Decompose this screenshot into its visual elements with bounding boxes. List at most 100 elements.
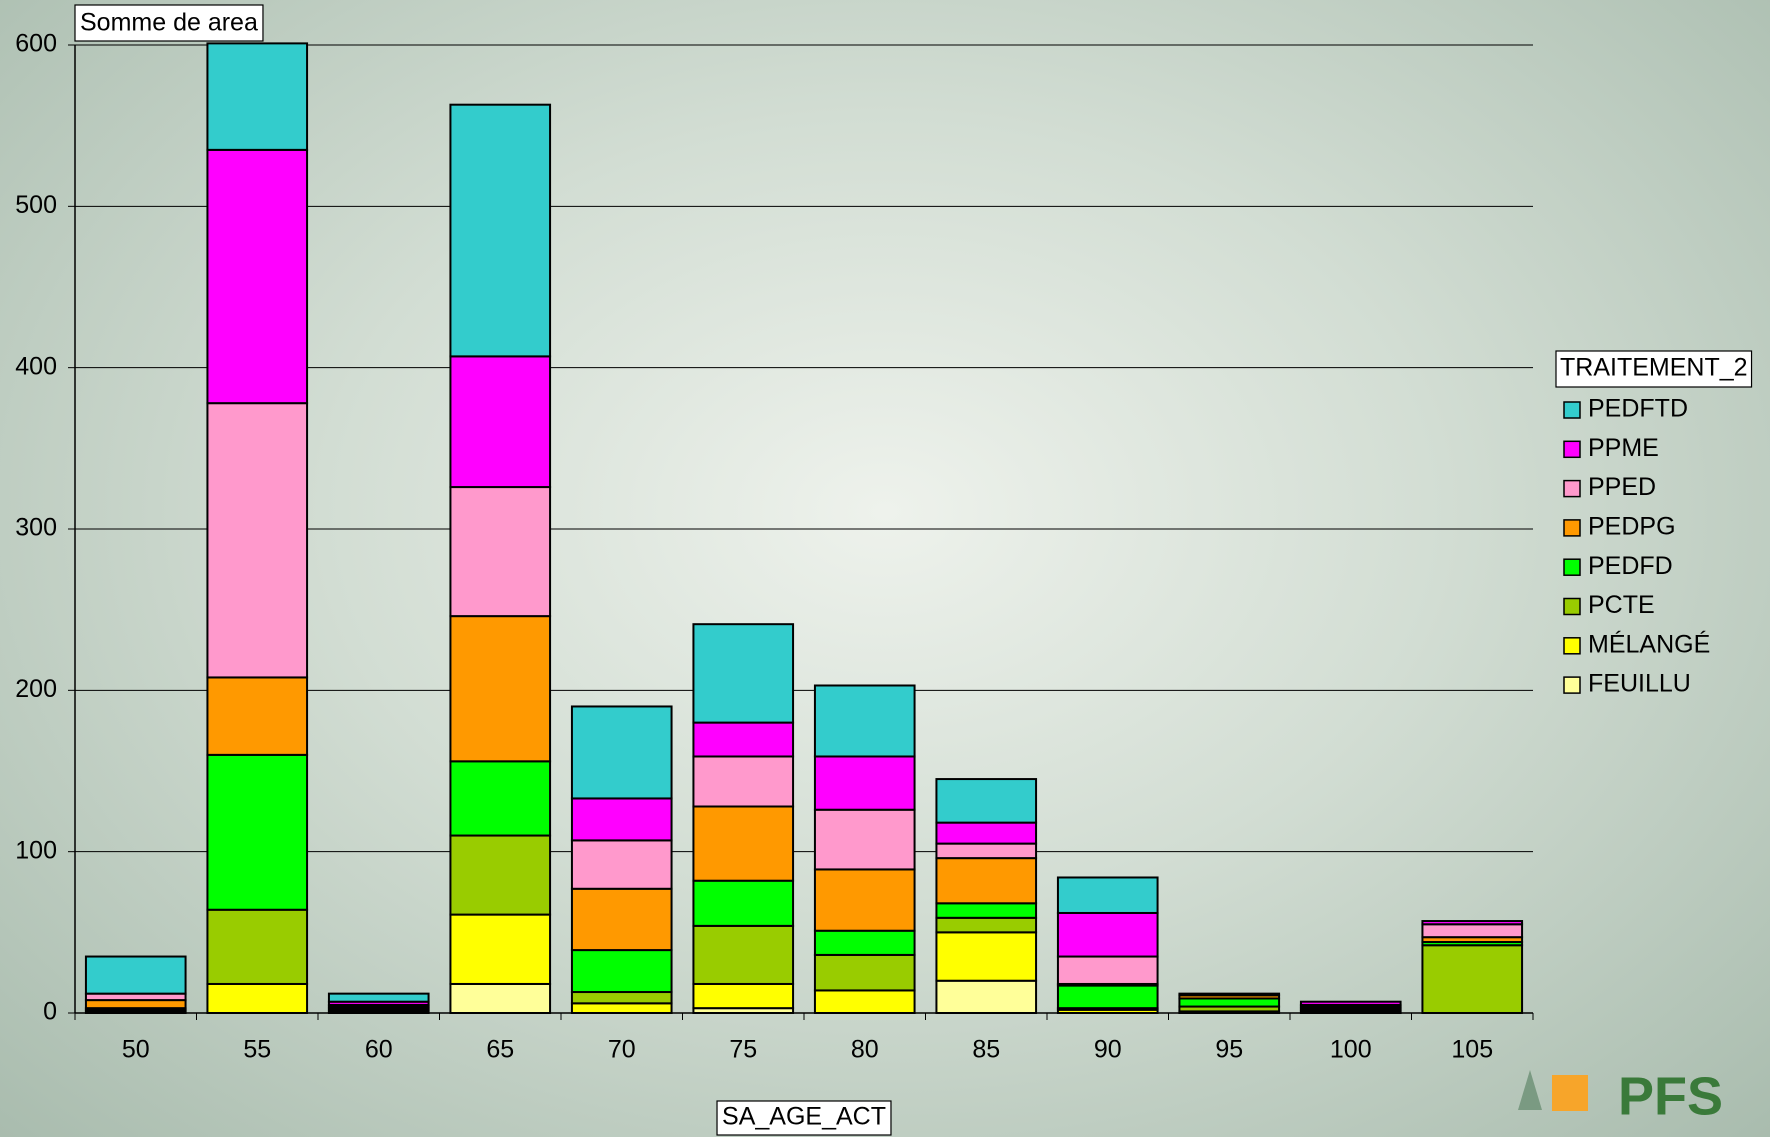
legend-label: PPME [1588,434,1659,462]
chart: PFS 0 100 200 300 400 500 600 50 55 60 65 70 75 80 85 9… [0,0,1770,1137]
x-tick-label: 85 [972,1036,1000,1064]
legend-swatch [1564,481,1580,497]
bar-segment [693,881,793,926]
bar-segment [450,487,550,616]
bar-segment [450,616,550,761]
y-tick-label: 500 [15,191,57,219]
bar-segment [693,984,793,1008]
legend-label: MÉLANGÉ [1588,629,1710,658]
bar-segment [1422,924,1522,937]
x-tick-label: 55 [243,1036,271,1064]
bar-segment [936,823,1036,844]
legend-title: TRAITEMENT_2 [1560,354,1748,382]
bar-segment [1179,994,1279,996]
bar-segment [936,932,1036,980]
bar-segment [207,150,307,403]
bar-segment [450,984,550,1013]
legend-swatch [1564,441,1580,457]
bar-segment [1301,1002,1401,1005]
bar-segment [1422,945,1522,1013]
bar-segment [86,1000,186,1008]
legend-label: FEUILLU [1588,670,1691,698]
legend-swatch [1564,402,1580,418]
legend-swatch [1564,599,1580,615]
y-tick-label: 400 [15,352,57,380]
bar-segment [1179,998,1279,1006]
bar-segment [572,950,672,992]
x-tick-label: 105 [1451,1036,1493,1064]
x-tick-label: 60 [365,1036,393,1064]
bar-segment [329,994,429,1002]
bar-segment [572,992,672,1003]
bar-segment [693,723,793,757]
bar-segment [936,779,1036,823]
bar-segment [207,755,307,910]
x-tick-label: 50 [122,1036,150,1064]
bar-segment [207,677,307,754]
logo-tree [1518,1070,1542,1110]
bar-segment [815,869,915,930]
legend-label: PPED [1588,473,1656,501]
x-tick-label: 95 [1215,1036,1243,1064]
bar-segment [815,756,915,809]
bar-segment [572,798,672,840]
bar-segment [1422,921,1522,924]
bar-segment [693,926,793,984]
legend-label: PEDFD [1588,552,1673,580]
bar-segment [450,356,550,487]
y-tick-label: 300 [15,514,57,542]
bar-segment [572,840,672,888]
bar-segment [450,761,550,835]
bar-segment [815,990,915,1013]
bar-segment [572,889,672,950]
bar-segment [207,910,307,984]
bar-segment [207,984,307,1013]
legend-label: PCTE [1588,591,1655,619]
bar-segment [1058,877,1158,912]
bar-segment [936,981,1036,1013]
bar-segment [572,1003,672,1013]
bar-segment [1058,957,1158,984]
bar-segment [1058,986,1158,1009]
bar-segment [450,836,550,915]
legend-swatch [1564,677,1580,693]
bar-segment [1058,913,1158,957]
bar-segment [450,105,550,357]
bar-segment [815,931,915,955]
legend-label: PEDFTD [1588,395,1688,423]
logo: PFS [1518,1066,1723,1126]
bar-segment [693,756,793,806]
bar-segment [936,858,1036,903]
bar-segment [815,955,915,990]
x-axis-title: SA_AGE_ACT [722,1103,886,1131]
logo-square [1552,1075,1588,1111]
bar-segment [207,43,307,149]
x-tick-label: 100 [1330,1036,1372,1064]
y-tick-label: 100 [15,836,57,864]
y-tick-label: 600 [15,30,57,58]
bar-segment [572,706,672,798]
bar-segment [693,624,793,722]
x-tick-label: 65 [486,1036,514,1064]
x-tick-label: 80 [851,1036,879,1064]
y-tick-label: 200 [15,675,57,703]
x-tick-label: 75 [729,1036,757,1064]
bar-segment [936,903,1036,918]
legend-swatch [1564,559,1580,575]
legend-swatch [1564,520,1580,536]
bar-segment [815,685,915,756]
legend-swatch [1564,638,1580,654]
x-tick-label: 90 [1094,1036,1122,1064]
bar-segment [450,915,550,984]
bar-segment [936,918,1036,933]
legend-label: PEDPG [1588,513,1676,541]
bar-segment [936,844,1036,859]
logo-text: PFS [1618,1066,1723,1126]
bar-segment [86,957,186,994]
bar-segment [693,806,793,880]
bar-segment [815,810,915,870]
x-tick-label: 70 [608,1036,636,1064]
chart-title: Somme de area [80,9,258,37]
bar-segment [207,403,307,677]
y-tick-label: 0 [43,998,57,1026]
